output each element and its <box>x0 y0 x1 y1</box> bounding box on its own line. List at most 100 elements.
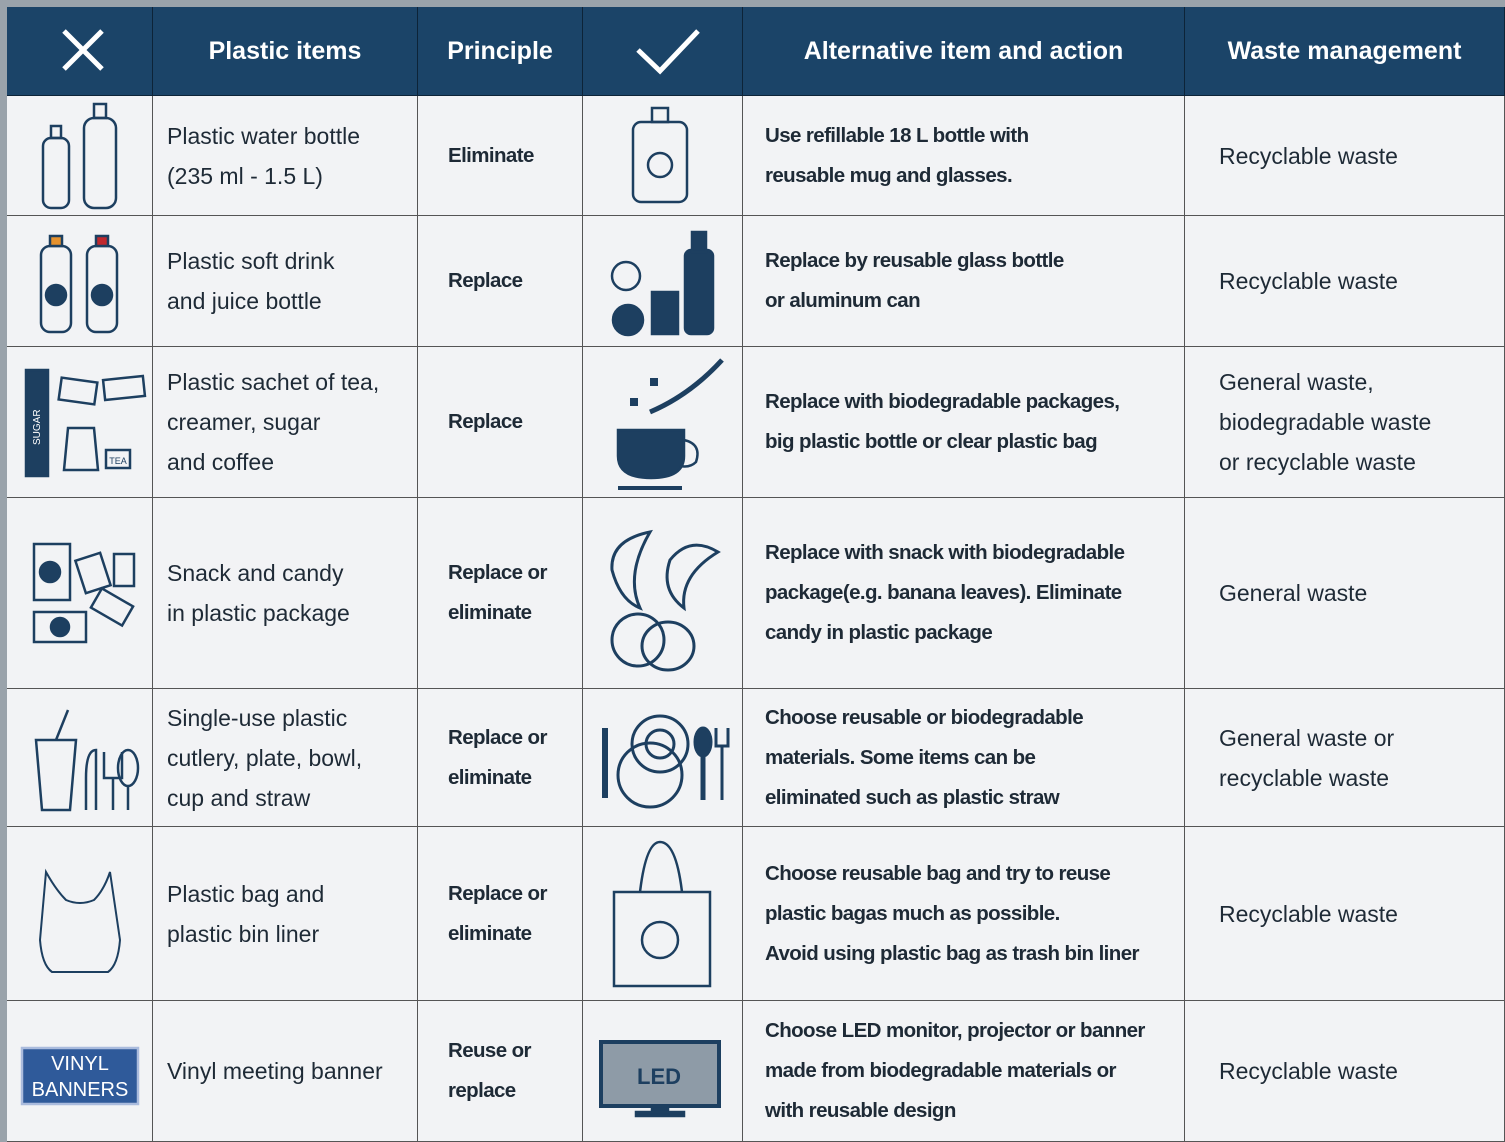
text-line: Choose LED monitor, projector or banner <box>765 1019 1145 1042</box>
text-line: Plastic items <box>208 37 362 65</box>
item-cell: Single-use plastic cutlery, plate, bowl, c… <box>153 689 418 827</box>
text-line: candy in plastic package <box>765 621 993 644</box>
text-line: Replace with snack with biodegradable <box>765 541 1125 564</box>
icon-cell <box>7 689 153 827</box>
text-line: creamer, sugar <box>167 409 321 435</box>
text-line: Recyclable waste <box>1219 1058 1398 1084</box>
text-line: Plastic soft drink <box>167 248 335 274</box>
principle-cell: Eliminate <box>418 96 583 216</box>
text-line: Replace or <box>448 561 547 584</box>
item-cell: Snack and candy in plastic package <box>153 498 418 689</box>
header-cell: Alternative item and action <box>743 7 1185 96</box>
text-line: reusable mug and glasses. <box>765 163 1013 187</box>
text-line: Plastic water bottle <box>167 122 361 149</box>
text-line: Choose reusable or biodegradable <box>765 705 1084 729</box>
text-line: cup and straw <box>167 784 311 811</box>
item-cell: Vinyl meeting banner <box>153 1001 418 1142</box>
text-line: General waste or <box>1219 724 1395 751</box>
text-line: Recyclable waste <box>1219 900 1398 927</box>
text-line: in plastic package <box>167 600 350 626</box>
text-line: eliminate <box>448 765 532 789</box>
text-line: Principle <box>447 37 553 65</box>
text-line: Recyclable waste <box>1219 268 1398 294</box>
principle-cell: Replace or eliminate <box>418 827 583 1001</box>
text-line: and coffee <box>167 449 275 475</box>
text-line: eliminate <box>448 601 532 624</box>
text-line: or aluminum can <box>765 289 921 312</box>
text-line: Waste management <box>1227 37 1462 65</box>
waste-cell: Recyclable waste <box>1185 216 1505 347</box>
text-line: (235 ml - 1.5 L) <box>167 162 323 189</box>
header-icon-cell <box>7 7 153 96</box>
icon-cell <box>583 827 743 1001</box>
principle-cell: Replace or eliminate <box>418 498 583 689</box>
alternative-cell: Replace with snack with biodegradable pac… <box>743 498 1185 689</box>
icon-cell <box>583 96 743 216</box>
item-cell: Plastic soft drink and juice bottle <box>153 216 418 347</box>
text-line: Replace or <box>448 881 547 905</box>
alternative-cell: Choose reusable bag and try to reuse plas… <box>743 827 1185 1001</box>
text-line: Reuse or <box>448 1039 532 1062</box>
text-line: Replace <box>448 410 523 433</box>
text-line: cutlery, plate, bowl, <box>167 744 363 771</box>
alternative-cell: Choose LED monitor, projector or banner m… <box>743 1001 1185 1142</box>
principle-cell: Replace <box>418 216 583 347</box>
text-line: Single-use plastic <box>167 704 348 731</box>
icon-cell <box>7 216 153 347</box>
alternative-cell: Replace by reusable glass bottle or alumi… <box>743 216 1185 347</box>
header-cell: Plastic items <box>153 7 418 96</box>
item-cell: Plastic water bottle (235 ml - 1.5 L) <box>153 96 418 216</box>
icon-cell <box>583 1001 743 1142</box>
waste-cell: Recyclable waste <box>1185 827 1505 1001</box>
icon-cell <box>583 216 743 347</box>
text-line: Replace with biodegradable packages, <box>765 390 1120 413</box>
text-line: made from biodegradable materials or <box>765 1059 1117 1082</box>
waste-cell: General waste, biodegradable waste or recy… <box>1185 347 1505 498</box>
alternative-cell: Choose reusable or biodegradable material… <box>743 689 1185 827</box>
text-line: Plastic sachet of tea, <box>167 369 380 395</box>
text-line: Use refillable 18 L bottle with <box>765 123 1029 147</box>
waste-cell: Recyclable waste <box>1185 96 1505 216</box>
text-line: eliminated such as plastic straw <box>765 785 1060 809</box>
header-cell: Waste management <box>1185 7 1505 96</box>
waste-cell: General waste or recyclable waste <box>1185 689 1505 827</box>
text-line: materials. Some items can be <box>765 745 1036 769</box>
icon-cell <box>7 827 153 1001</box>
text-line: Vinyl meeting banner <box>167 1058 383 1084</box>
icon-cell <box>7 498 153 689</box>
text-line: Plastic bag and <box>167 880 325 907</box>
header-cell: Principle <box>418 7 583 96</box>
text-line: Avoid using plastic bag as trash bin lin… <box>765 941 1139 965</box>
text-line: big plastic bottle or clear plastic bag <box>765 430 1098 453</box>
alternative-cell: Use refillable 18 L bottle with reusable … <box>743 96 1185 216</box>
text-line: General waste <box>1219 580 1368 606</box>
icon-cell <box>583 347 743 498</box>
icon-cell <box>583 689 743 827</box>
text-line: Choose reusable bag and try to reuse <box>765 861 1111 885</box>
text-line: plastic bagas much as possible. <box>765 901 1060 925</box>
text-line: or recyclable waste <box>1219 449 1416 475</box>
text-line: Eliminate <box>448 143 534 167</box>
text-line: Snack and candy <box>167 560 344 586</box>
text-line: and juice bottle <box>167 288 322 314</box>
icon-cell <box>7 1001 153 1142</box>
principle-cell: Replace or eliminate <box>418 689 583 827</box>
item-cell: Plastic bag and plastic bin liner <box>153 827 418 1001</box>
text-line: Replace <box>448 269 523 292</box>
text-line: plastic bin liner <box>167 920 320 947</box>
text-line: Alternative item and action <box>803 37 1124 65</box>
text-line: biodegradable waste <box>1219 409 1432 435</box>
principle-cell: Replace <box>418 347 583 498</box>
text-line: General waste, <box>1219 369 1374 395</box>
header-icon-cell <box>583 7 743 96</box>
text-line: with reusable design <box>765 1099 956 1122</box>
waste-cell: General waste <box>1185 498 1505 689</box>
icon-cell <box>7 96 153 216</box>
waste-cell: Recyclable waste <box>1185 1001 1505 1142</box>
text-line: recyclable waste <box>1219 764 1390 791</box>
principle-cell: Reuse or replace <box>418 1001 583 1142</box>
text-line: Replace by reusable glass bottle <box>765 249 1064 272</box>
text-line: Replace or <box>448 725 547 749</box>
text-line: package(e.g. banana leaves). Eliminate <box>765 581 1122 604</box>
